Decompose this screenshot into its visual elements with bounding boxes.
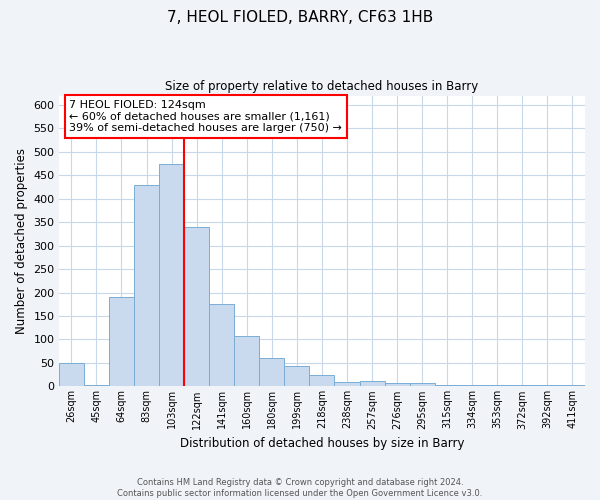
Bar: [284, 366, 310, 386]
Bar: [259, 358, 284, 386]
Bar: [310, 374, 334, 386]
Bar: [84, 385, 109, 386]
Bar: [560, 384, 585, 386]
Y-axis label: Number of detached properties: Number of detached properties: [15, 148, 28, 334]
Text: 7 HEOL FIOLED: 124sqm
← 60% of detached houses are smaller (1,161)
39% of semi-d: 7 HEOL FIOLED: 124sqm ← 60% of detached …: [70, 100, 342, 133]
Bar: [410, 382, 434, 386]
Bar: [359, 381, 385, 386]
Text: 7, HEOL FIOLED, BARRY, CF63 1HB: 7, HEOL FIOLED, BARRY, CF63 1HB: [167, 10, 433, 25]
Bar: [184, 227, 209, 386]
Title: Size of property relative to detached houses in Barry: Size of property relative to detached ho…: [165, 80, 479, 93]
Bar: [59, 363, 84, 386]
Bar: [385, 382, 410, 386]
X-axis label: Distribution of detached houses by size in Barry: Distribution of detached houses by size …: [179, 437, 464, 450]
Text: Contains HM Land Registry data © Crown copyright and database right 2024.
Contai: Contains HM Land Registry data © Crown c…: [118, 478, 482, 498]
Bar: [209, 304, 234, 386]
Bar: [334, 382, 359, 386]
Bar: [510, 384, 535, 386]
Bar: [234, 336, 259, 386]
Bar: [109, 298, 134, 386]
Bar: [159, 164, 184, 386]
Bar: [134, 184, 159, 386]
